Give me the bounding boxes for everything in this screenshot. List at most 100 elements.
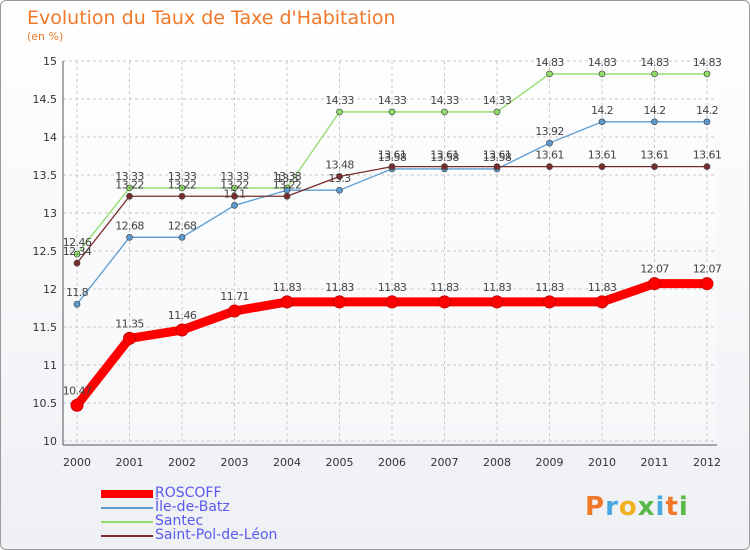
data-label: 12.68 (115, 219, 144, 232)
data-point (651, 163, 658, 170)
data-label: 14.33 (483, 94, 512, 107)
data-label: 13.61 (693, 149, 722, 162)
data-point (231, 202, 238, 209)
x-tick-label: 2004 (273, 456, 301, 469)
logo-letter: i (678, 492, 689, 522)
logo-letter: r (605, 492, 619, 522)
data-label: 13.22 (273, 178, 302, 191)
data-point (73, 300, 81, 308)
data-label: 13.61 (483, 149, 512, 162)
data-point (648, 277, 661, 291)
logo-letter: x (637, 492, 656, 522)
data-label: 14.33 (378, 94, 407, 107)
data-point (385, 295, 399, 309)
data-label: 11.71 (220, 290, 249, 303)
data-label: 13.58 (430, 151, 459, 164)
data-point (283, 192, 291, 200)
x-tick-label: 2007 (431, 456, 459, 469)
data-label: 14.83 (535, 56, 564, 69)
x-tick-label: 2006 (378, 456, 406, 469)
legend-swatch (101, 535, 153, 537)
data-label: 14.33 (325, 94, 354, 107)
data-label: 11.83 (273, 281, 302, 294)
data-label: 13.22 (220, 178, 249, 191)
y-tick-label: 14.5 (33, 93, 58, 106)
data-point (546, 163, 553, 170)
data-point (598, 70, 606, 78)
data-point (703, 70, 711, 78)
data-point (175, 323, 189, 337)
data-label: 14.2 (696, 104, 718, 117)
data-label: 13.3 (276, 172, 299, 185)
y-tick-label: 13.5 (33, 169, 58, 182)
data-point (598, 163, 606, 170)
x-tick-label: 2008 (483, 456, 511, 469)
data-point (178, 192, 186, 200)
data-point (438, 295, 451, 309)
data-point (231, 184, 238, 192)
data-label: 13.33 (168, 170, 197, 183)
data-point (546, 139, 553, 147)
data-label: 13.33 (220, 170, 249, 183)
data-point (493, 163, 501, 170)
y-tick-label: 11.5 (33, 321, 58, 334)
data-label: 11.83 (588, 281, 617, 294)
data-point (595, 295, 609, 309)
data-label: 14.2 (643, 104, 665, 117)
x-tick-label: 2005 (326, 456, 354, 469)
data-point (441, 108, 448, 116)
data-label: 13.61 (640, 149, 669, 162)
data-label: 11.83 (430, 281, 459, 294)
y-tick-label: 10.5 (33, 397, 58, 410)
data-label: 14.83 (588, 56, 617, 69)
data-label: 12.07 (693, 263, 722, 276)
data-point (126, 184, 133, 192)
proxiti-logo: Proxiti (585, 492, 689, 522)
logo-letter: t (665, 492, 679, 522)
x-tick-label: 2003 (221, 456, 249, 469)
data-label: 13.22 (168, 178, 197, 191)
data-label: 11.83 (378, 281, 407, 294)
data-label: 13.33 (115, 170, 144, 183)
data-point (336, 108, 343, 116)
x-tick-label: 2009 (536, 456, 564, 469)
data-point (543, 295, 556, 309)
legend-swatch (101, 490, 153, 498)
data-label: 11.83 (535, 281, 564, 294)
data-point (126, 192, 133, 200)
data-label: 13.61 (430, 149, 459, 162)
data-point (700, 277, 714, 291)
data-label: 11.35 (115, 317, 144, 330)
x-tick-label: 2011 (641, 456, 669, 469)
logo-letter: i (655, 492, 666, 522)
x-tick-label: 2002 (168, 456, 196, 469)
y-tick-label: 11 (43, 359, 57, 372)
data-point (388, 108, 396, 116)
x-tick-label: 2000 (63, 456, 91, 469)
logo-letter: o (618, 492, 638, 522)
data-point (70, 398, 84, 412)
data-point (336, 173, 343, 180)
data-label: 13.61 (588, 149, 617, 162)
data-point (126, 233, 133, 241)
chart-title: Evolution du Taux de Taxe d'Habitation (27, 7, 396, 29)
data-label: 13.22 (115, 178, 144, 191)
data-point (231, 192, 238, 200)
legend-label: Santec (155, 513, 204, 529)
data-label: 14.2 (591, 104, 613, 117)
y-tick-label: 13 (43, 207, 57, 220)
legend-label: Saint-Pol-de-Léon (155, 527, 278, 543)
data-label: 12.34 (63, 245, 92, 258)
y-tick-label: 14 (43, 131, 57, 144)
data-point (73, 250, 81, 258)
data-point (178, 233, 186, 241)
data-point (441, 163, 448, 170)
data-label: 14.83 (640, 56, 669, 69)
legend-swatch (101, 507, 153, 509)
data-point (490, 295, 504, 309)
data-label: 13.92 (535, 125, 564, 138)
data-label: 14.83 (693, 56, 722, 69)
data-label: 13.48 (325, 159, 354, 172)
